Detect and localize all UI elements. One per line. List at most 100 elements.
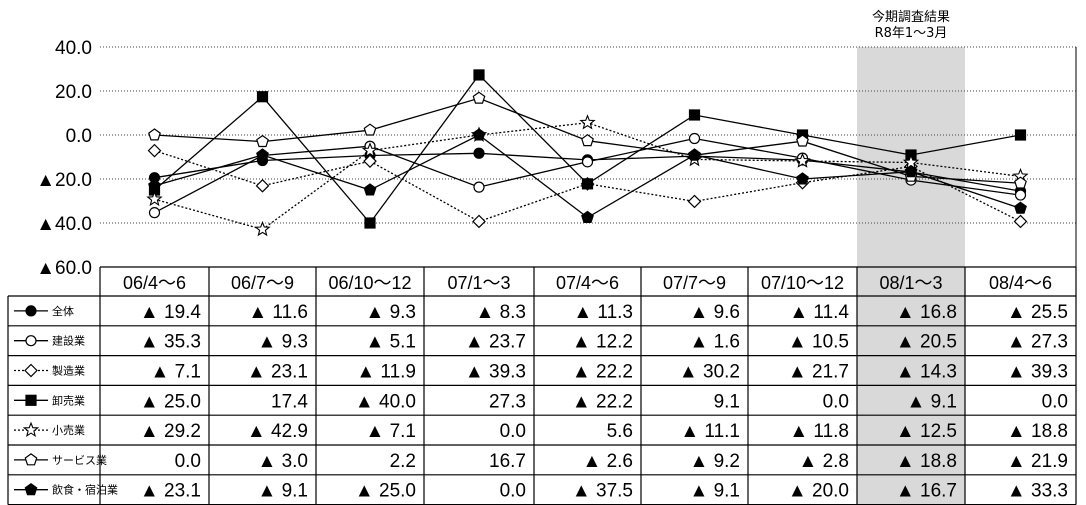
current-period-highlight [857, 47, 965, 505]
data-point [687, 194, 702, 209]
data-label: 17.4 [271, 391, 308, 412]
column-header: 06/10～12 [328, 273, 411, 293]
data-point [256, 148, 269, 161]
data-label: ▲ 25.5 [1007, 302, 1068, 323]
data-point [363, 123, 377, 136]
legend-label: サービス業 [52, 454, 107, 467]
data-label: ▲ 11.4 [789, 302, 849, 323]
data-label: ▲ 2.6 [583, 451, 634, 472]
data-label: ▲ 11.1 [680, 421, 740, 442]
data-label: 0.0 [823, 391, 849, 412]
data-point [1014, 201, 1027, 214]
data-label: ▲ 21.9 [1007, 451, 1068, 472]
data-point [146, 190, 163, 207]
legend-label: 卸売業 [52, 393, 85, 407]
y-tick-label: ▲60.0 [36, 258, 92, 279]
data-label: ▲ 39.3 [1007, 362, 1068, 383]
data-label: ▲ 16.7 [896, 481, 957, 502]
legend-label: 飲食・宿泊業 [52, 483, 118, 497]
legend-marker [22, 421, 40, 438]
data-point [472, 128, 486, 141]
y-tick-label: 0.0 [66, 126, 92, 147]
data-point [1013, 214, 1028, 229]
data-label: ▲ 22.2 [572, 391, 633, 412]
data-label: ▲ 25.0 [355, 481, 416, 502]
data-label: ▲ 33.3 [1007, 481, 1068, 502]
data-label: 9.1 [714, 391, 740, 412]
data-label: ▲ 12.2 [572, 332, 633, 353]
data-point [904, 164, 918, 178]
annotation-line1: 今期調査結果 [872, 9, 950, 25]
data-label: 27.3 [489, 391, 526, 412]
data-label: ▲ 30.2 [679, 362, 740, 383]
data-point [688, 109, 701, 121]
data-label: ▲ 16.8 [896, 302, 957, 323]
data-label: ▲ 9.1 [907, 391, 958, 412]
data-label: ▲ 37.5 [572, 481, 633, 502]
data-label: ▲ 10.5 [788, 332, 849, 353]
legend-label: 製造業 [52, 364, 85, 378]
data-label: ▲ 21.7 [788, 362, 849, 383]
data-point [254, 220, 271, 237]
data-point [579, 114, 596, 130]
series-6 [148, 91, 1027, 189]
data-label: 0.0 [500, 481, 526, 502]
data-point [473, 69, 485, 81]
data-label: ▲ 39.3 [465, 362, 526, 383]
column-header: 07/4～6 [556, 273, 619, 293]
data-point [796, 134, 809, 147]
data-point [796, 172, 809, 185]
column-header: 06/7～9 [231, 273, 294, 293]
data-point [688, 148, 701, 161]
data-point [363, 154, 377, 169]
column-header: 08/4～6 [989, 273, 1052, 293]
y-tick-label: ▲20.0 [36, 170, 92, 191]
legend-marker [25, 305, 37, 317]
data-point [147, 143, 162, 158]
legend-marker [24, 363, 38, 378]
data-point [1014, 176, 1027, 189]
data-label: ▲ 20.5 [896, 332, 957, 353]
legend-marker [25, 335, 37, 347]
data-label: ▲ 11.9 [356, 362, 416, 383]
annotation-line2: R8年1～3月 [875, 26, 948, 41]
data-label: ▲ 35.3 [140, 332, 201, 353]
data-label: 0.0 [1042, 391, 1068, 412]
legend-marker [24, 453, 38, 466]
data-label: ▲ 20.0 [788, 481, 849, 502]
data-point [364, 217, 376, 229]
data-label: ▲ 3.0 [258, 451, 309, 472]
data-label: ▲ 11.6 [248, 302, 308, 323]
data-table [7, 266, 1077, 505]
data-label: ▲ 11.8 [789, 421, 849, 442]
data-point [688, 132, 701, 145]
data-point [1014, 129, 1027, 141]
data-label: ▲ 2.8 [799, 451, 850, 472]
data-label: ▲ 5.1 [366, 332, 417, 353]
data-point [361, 142, 379, 158]
column-header: 07/1～3 [447, 273, 510, 293]
data-point [581, 178, 594, 190]
data-label: ▲ 1.6 [690, 332, 741, 353]
data-label: ▲ 18.8 [1007, 421, 1068, 442]
column-header: 07/7～9 [663, 273, 726, 293]
data-point [794, 152, 811, 168]
data-label: ▲ 7.1 [366, 421, 417, 442]
data-label: ▲ 42.9 [247, 421, 308, 442]
data-label: ▲ 9.3 [258, 332, 309, 353]
data-point [363, 183, 377, 196]
data-label: ▲ 8.3 [476, 302, 527, 323]
column-header: 08/1～3 [879, 273, 942, 293]
y-tick-label: 20.0 [55, 82, 92, 103]
data-point [256, 134, 269, 148]
data-point [472, 214, 486, 229]
data-point [1014, 189, 1027, 201]
data-label: ▲ 40.0 [355, 391, 416, 412]
data-label: ▲ 9.1 [258, 481, 309, 502]
column-header: 06/4～6 [123, 273, 186, 293]
data-point [473, 147, 485, 159]
column-header: 07/10～12 [761, 273, 844, 293]
data-label: ▲ 23.7 [465, 332, 526, 353]
